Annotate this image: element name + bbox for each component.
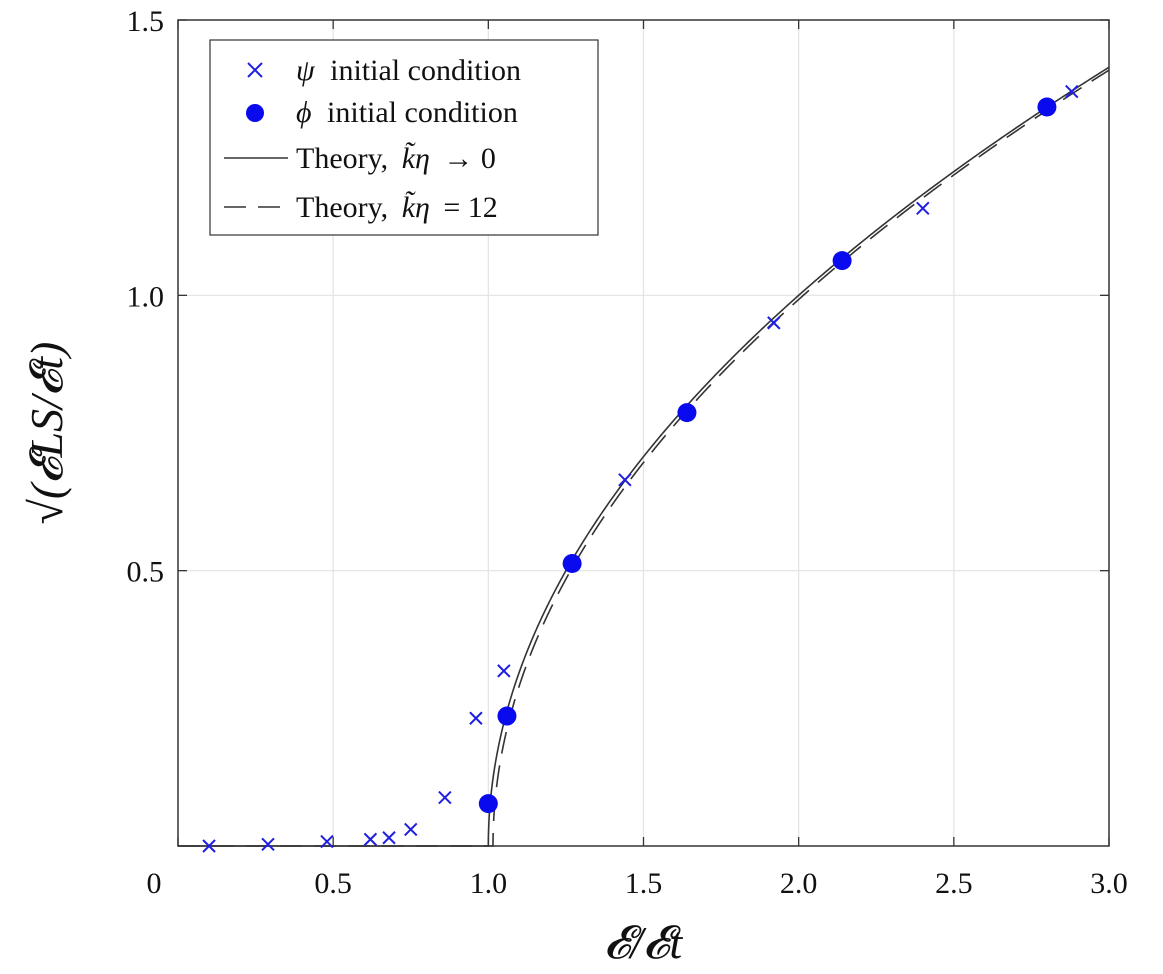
legend-entry-theory-solid: Theory, k̃η → 0 — [224, 142, 496, 175]
x-tick-label: 2.5 — [935, 867, 973, 900]
y-axis-title: √(𝓔LS/𝓔t) — [21, 342, 72, 525]
psi-data-point — [202, 839, 216, 853]
phi-data-point — [497, 706, 517, 726]
phi-data-point — [478, 794, 498, 814]
phi-data-point — [562, 554, 582, 574]
psi-data-point — [497, 664, 511, 678]
svg-text:ψ initial condition: ψ initial condition — [296, 54, 521, 87]
psi-data-point — [404, 822, 418, 837]
psi-data-point — [382, 831, 396, 845]
legend-circle-marker — [246, 104, 264, 122]
legend-phi-symbol: ϕ — [296, 96, 312, 129]
legend-theory-dashed-suffix: = 12 — [443, 191, 497, 224]
svg-text:Theory, k̃η =: Theory, k̃η = 12 — [296, 191, 498, 224]
legend: ψ initial condition ϕ initial condition … — [209, 39, 599, 236]
x-tick-label: 3.0 — [1090, 867, 1128, 900]
y-tick-label: 0.5 — [127, 556, 165, 589]
tick-labels: 0 0.5 1.0 1.5 2.0 2.5 3.0 0.5 1.0 1.5 — [127, 5, 1128, 900]
x-tick-label: 1.5 — [625, 867, 663, 900]
legend-theory-solid-suffix: → 0 — [443, 142, 496, 175]
psi-data-point — [767, 316, 781, 330]
svg-text:ϕ initial condition: ϕ initial condition — [296, 96, 518, 129]
psi-data-point — [261, 837, 275, 852]
psi-data-point — [916, 201, 930, 216]
legend-entry-phi: ϕ initial condition — [246, 96, 518, 129]
psi-data-point — [438, 790, 452, 805]
x-tick-label: 1.0 — [470, 867, 508, 900]
legend-theory-solid-label: Theory, — [296, 142, 388, 175]
legend-x-marker — [247, 62, 263, 78]
legend-entry-psi: ψ initial condition — [247, 54, 521, 87]
psi-data-point — [469, 711, 483, 725]
psi-data-point — [618, 473, 632, 487]
legend-phi-label: initial condition — [327, 96, 518, 129]
legend-psi-symbol: ψ — [296, 54, 316, 87]
x-tick-label: 2.0 — [780, 867, 818, 900]
phi-data-point — [677, 403, 697, 423]
phi-data-point — [832, 251, 852, 271]
psi-data-point — [1065, 84, 1079, 99]
legend-theory-dashed-label: Theory, — [296, 191, 388, 224]
data-markers — [202, 84, 1079, 853]
psi-data-point — [320, 834, 334, 849]
legend-box — [209, 39, 599, 236]
phi-data-point — [1037, 97, 1057, 117]
axis-ticks — [177, 19, 1110, 846]
y-tick-label: 1.0 — [127, 280, 165, 313]
legend-theory-solid-symbol: k̃η — [402, 142, 430, 175]
legend-psi-label: initial condition — [330, 54, 521, 87]
legend-entry-theory-dashed: Theory, k̃η = 12 — [224, 191, 498, 224]
svg-text:Theory, k̃η →: Theory, k̃η → 0 — [296, 142, 496, 175]
x-tick-label: 0.5 — [314, 867, 352, 900]
y-tick-label: 1.5 — [127, 5, 165, 38]
legend-theory-dashed-symbol: k̃η — [402, 191, 430, 224]
x-axis-title: 𝓔/𝓔t — [604, 917, 683, 968]
x-tick-label: 0 — [147, 867, 162, 900]
psi-data-point — [363, 832, 378, 847]
